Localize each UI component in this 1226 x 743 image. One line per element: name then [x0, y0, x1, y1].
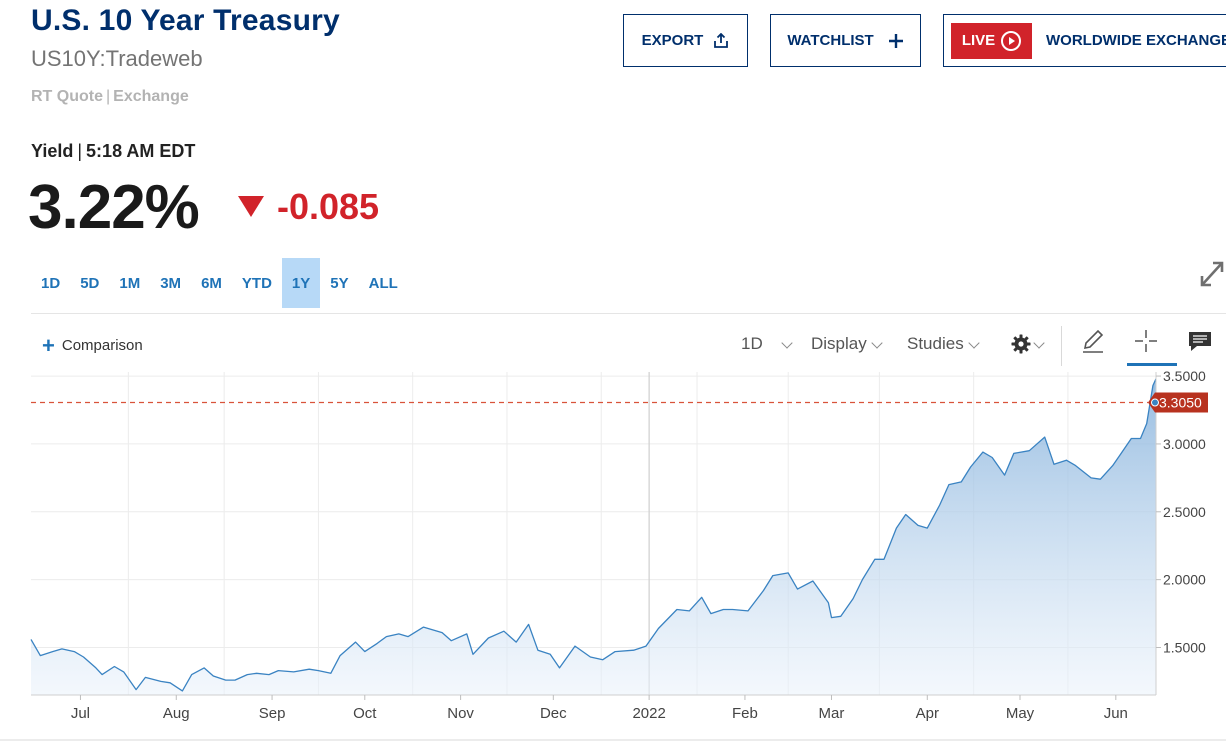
y-tick-label: 2.5000: [1163, 504, 1206, 520]
watchlist-label: WATCHLIST: [787, 32, 874, 49]
x-tick-label: Dec: [540, 705, 567, 722]
export-label: EXPORT: [641, 32, 704, 49]
page-title: U.S. 10 Year Treasury: [31, 4, 340, 37]
range-tab-3m[interactable]: 3M: [160, 274, 182, 292]
studies-dropdown[interactable]: Studies: [907, 334, 980, 354]
bottom-rule: [0, 739, 1226, 741]
quote-label: Yield: [31, 141, 74, 161]
live-label: LIVE: [961, 32, 996, 49]
x-tick-label: 2022: [632, 705, 665, 722]
x-tick-label: Jul: [71, 705, 90, 722]
quote-meta-separator: |: [77, 141, 83, 161]
live-badge: LIVE: [951, 22, 1032, 59]
expand-icon[interactable]: [1198, 259, 1226, 289]
studies-label: Studies: [907, 334, 964, 353]
range-tab-1m[interactable]: 1M: [119, 274, 141, 292]
plus-icon: +: [42, 332, 55, 358]
comment-icon[interactable]: [1187, 330, 1213, 354]
quote-source: RT Quote | Exchange: [31, 88, 189, 106]
y-tick-label: 3.5000: [1163, 368, 1206, 384]
quote-time: 5:18 AM EDT: [86, 141, 196, 161]
price-change: -0.085: [277, 186, 380, 227]
yield-chart[interactable]: 1.5000 2.0000 2.5000 3.0000 3.5000 3.3050 Jul A…: [0, 366, 1226, 739]
watchlist-button[interactable]: WATCHLIST: [770, 14, 921, 67]
y-tick-label: 2.0000: [1163, 572, 1206, 588]
x-tick-label: Feb: [732, 705, 758, 722]
y-tick-label: 3.0000: [1163, 436, 1206, 452]
share-icon: [714, 32, 729, 48]
range-tab-1y[interactable]: 1Y: [281, 258, 321, 308]
plus-icon: [888, 33, 903, 48]
x-tick-label: Apr: [916, 705, 939, 722]
interval-dropdown[interactable]: 1D: [741, 334, 793, 354]
chevron-down-icon: [781, 337, 793, 349]
x-tick-label: Mar: [819, 705, 845, 722]
range-tab-1d[interactable]: 1D: [41, 274, 61, 292]
last-price-badge-label: 3.3050: [1159, 395, 1202, 411]
range-tab-all[interactable]: ALL: [368, 274, 398, 292]
toolbar-separator: [1061, 326, 1062, 366]
series-area: [31, 378, 1156, 695]
range-tab-6m[interactable]: 6M: [201, 274, 222, 292]
range-tab-ytd[interactable]: YTD: [241, 274, 272, 292]
last-point-marker: [1151, 398, 1159, 407]
display-label: Display: [811, 334, 867, 353]
chevron-down-icon: [968, 337, 980, 349]
exchange-label: Exchange: [113, 88, 189, 105]
series-line: [30, 378, 1157, 692]
x-tick-label: May: [1006, 705, 1035, 722]
range-selector: 1D 5D 1M 3M 6M YTD 1Y 5Y ALL: [31, 258, 408, 308]
settings-dropdown[interactable]: [1011, 334, 1045, 354]
chevron-down-icon: [1033, 337, 1045, 349]
last-price: 3.22%: [28, 173, 200, 242]
quote-meta: Yield | 5:18 AM EDT: [31, 141, 195, 162]
x-tick-label: Sep: [259, 705, 286, 722]
x-tick-label: Nov: [447, 705, 474, 722]
comparison-button[interactable]: + Comparison: [42, 332, 143, 358]
display-dropdown[interactable]: Display: [811, 334, 883, 354]
quote-separator: |: [106, 88, 111, 105]
x-tick-label: Oct: [353, 705, 377, 722]
active-tool-indicator: [1127, 363, 1177, 366]
export-button[interactable]: EXPORT: [623, 14, 748, 67]
x-tick-label: Aug: [163, 705, 190, 722]
interval-label: 1D: [741, 334, 763, 353]
range-tab-5d[interactable]: 5D: [80, 274, 100, 292]
toolbar-divider: [31, 313, 1226, 314]
y-tick-label: 1.5000: [1163, 640, 1206, 656]
range-tab-5y[interactable]: 5Y: [330, 274, 349, 292]
x-tick-label: Jun: [1104, 705, 1128, 722]
live-exchange-label: WORLDWIDE EXCHANGE: [1046, 32, 1226, 49]
comparison-label: Comparison: [61, 337, 143, 354]
play-icon: [1001, 30, 1022, 51]
pencil-icon[interactable]: [1080, 328, 1106, 354]
quote-type: RT Quote: [31, 88, 103, 105]
symbol-label: US10Y:Tradeweb: [31, 46, 203, 71]
last-price-badge: [1148, 392, 1208, 413]
down-arrow-icon: [238, 196, 264, 217]
gear-icon: [1011, 334, 1031, 354]
chevron-down-icon: [871, 337, 883, 349]
crosshair-icon[interactable]: [1133, 328, 1159, 354]
live-button[interactable]: LIVE WORLDWIDE EXCHANGE: [943, 14, 1226, 67]
